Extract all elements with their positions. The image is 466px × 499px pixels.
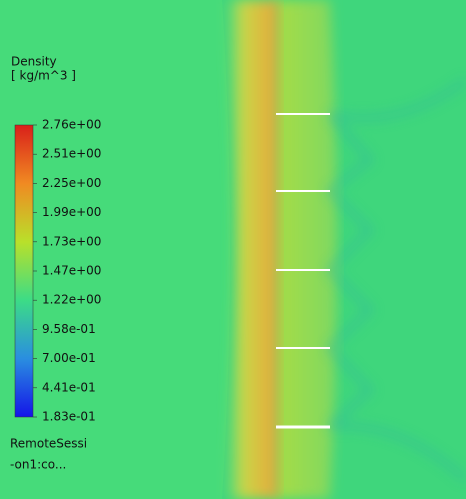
footer-line: -on1:co... bbox=[10, 458, 66, 472]
legend-tick-label: 1.47e+00 bbox=[42, 264, 101, 278]
legend-tick-label: 4.41e-01 bbox=[42, 380, 96, 394]
legend-tick-label: 2.25e+00 bbox=[42, 176, 101, 190]
legend-tick-label: 2.76e+00 bbox=[42, 118, 101, 132]
legend-ticks: 2.76e+00 2.51e+00 2.25e+00 1.99e+00 1.73e+00… bbox=[33, 118, 101, 424]
legend-tick-label: 2.51e+00 bbox=[42, 147, 101, 161]
legend-tick-label: 1.83e-01 bbox=[42, 410, 96, 424]
legend-tick-label: 7.00e-01 bbox=[42, 351, 96, 365]
wake-field bbox=[275, 0, 338, 499]
legend-tick-label: 1.99e+00 bbox=[42, 205, 101, 219]
legend-tick-label: 1.22e+00 bbox=[42, 293, 101, 307]
legend-unit: [ kg/m^3 ] bbox=[11, 69, 76, 83]
colorbar bbox=[14, 124, 34, 418]
legend-tick-label: 9.58e-01 bbox=[42, 322, 96, 336]
footer-line: RemoteSessi bbox=[10, 437, 87, 451]
legend-title: Density bbox=[11, 55, 57, 69]
shock-band bbox=[222, 0, 278, 499]
plates bbox=[276, 113, 330, 429]
legend-tick-label: 1.73e+00 bbox=[42, 234, 101, 248]
